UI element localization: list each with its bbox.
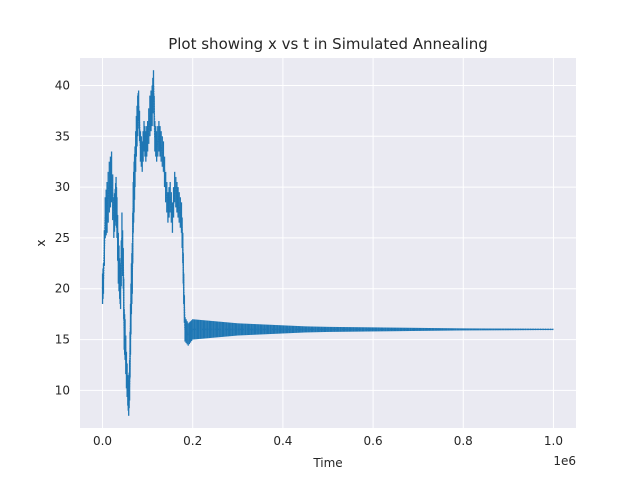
chart-title: Plot showing x vs t in Simulated Anneali… — [168, 35, 488, 53]
x-axis-offset-label: 1e6 — [553, 454, 576, 468]
y-tick-label: 15 — [55, 333, 70, 347]
x-tick-label: 0.6 — [364, 434, 383, 448]
x-tick-label: 1.0 — [544, 434, 563, 448]
y-tick-label: 35 — [55, 129, 70, 143]
tick-labels: 0.0 0.2 0.4 0.6 0.8 1.0 10 15 20 25 30 35 40 — [55, 78, 563, 448]
grid-lines — [80, 58, 576, 428]
y-tick-label: 30 — [55, 180, 70, 194]
data-layer — [101, 70, 554, 416]
y-tick-label: 10 — [55, 383, 70, 397]
plot-area — [80, 58, 576, 428]
y-tick-label: 40 — [55, 78, 70, 92]
series-line — [101, 85, 554, 401]
x-tick-label: 0.2 — [183, 434, 202, 448]
y-tick-label: 25 — [55, 231, 70, 245]
y-tick-label: 20 — [55, 282, 70, 296]
x-tick-label: 0.0 — [93, 434, 112, 448]
y-axis-label: x — [34, 239, 48, 246]
x-axis-label: Time — [312, 456, 342, 470]
x-tick-label: 0.4 — [273, 434, 292, 448]
x-tick-label: 0.8 — [454, 434, 473, 448]
